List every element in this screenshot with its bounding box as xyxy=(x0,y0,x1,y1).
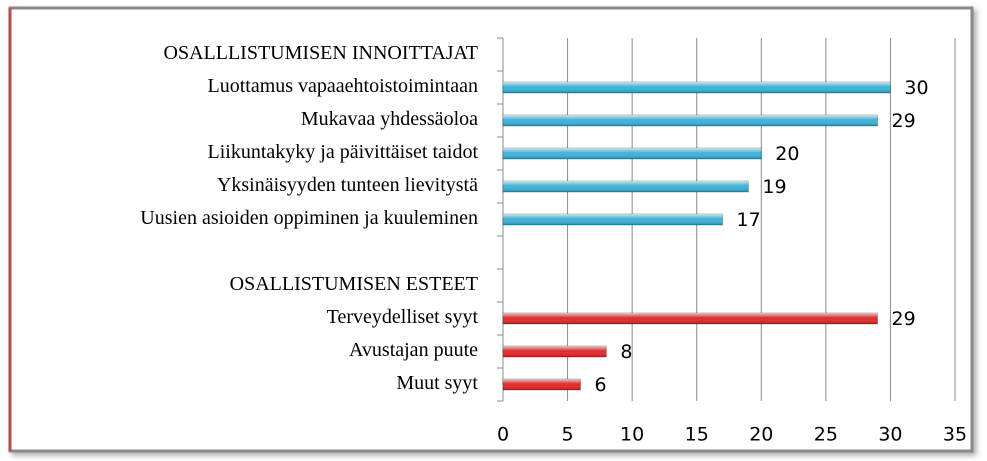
data-label: 29 xyxy=(892,110,916,132)
data-label: 19 xyxy=(762,176,786,198)
y-tick-label: Muut syyt xyxy=(396,372,478,394)
bar-gloss xyxy=(503,379,581,390)
y-tick-label: Terveydelliset syyt xyxy=(327,306,479,328)
x-tick-label: 10 xyxy=(620,424,644,446)
y-tick-label: Yksinäisyyden tunteen lievitystä xyxy=(217,174,478,196)
data-label: 6 xyxy=(594,374,606,396)
bar-gloss xyxy=(503,346,607,357)
y-tick-label: OSALLLISTUMISEN INNOITTAJAT xyxy=(164,42,478,64)
x-tick-label: 25 xyxy=(814,424,838,446)
data-label: 17 xyxy=(737,209,761,231)
y-tick-label: OSALLISTUMISEN ESTEET xyxy=(230,273,478,295)
frame xyxy=(8,6,974,453)
y-tick-label: Uusien asioiden oppiminen ja kuuleminen xyxy=(140,207,478,229)
x-tick-label: 30 xyxy=(878,424,902,446)
bar-gloss xyxy=(503,313,878,324)
y-tick-label: Luottamus vapaaehtoistoimintaan xyxy=(208,75,479,97)
x-tick-label: 35 xyxy=(943,424,967,446)
x-tick-label: 15 xyxy=(685,424,709,446)
bar-gloss xyxy=(503,148,762,159)
bar-gloss xyxy=(503,214,723,225)
y-tick-label: Liikuntakyky ja päivittäiset taidot xyxy=(208,141,479,163)
data-label: 30 xyxy=(904,77,928,99)
bar-gloss xyxy=(503,115,878,126)
x-tick-label: 5 xyxy=(562,424,574,446)
y-tick-label: Mukavaa yhdessäoloa xyxy=(301,108,478,130)
bar-gloss xyxy=(503,181,749,192)
bar-gloss xyxy=(503,82,891,93)
data-label: 8 xyxy=(620,341,632,363)
x-tick-label: 20 xyxy=(749,424,773,446)
data-label: 20 xyxy=(775,143,799,165)
y-tick-label: Avustajan puute xyxy=(349,339,478,361)
x-tick-label: 0 xyxy=(497,424,509,446)
data-label: 29 xyxy=(892,308,916,330)
